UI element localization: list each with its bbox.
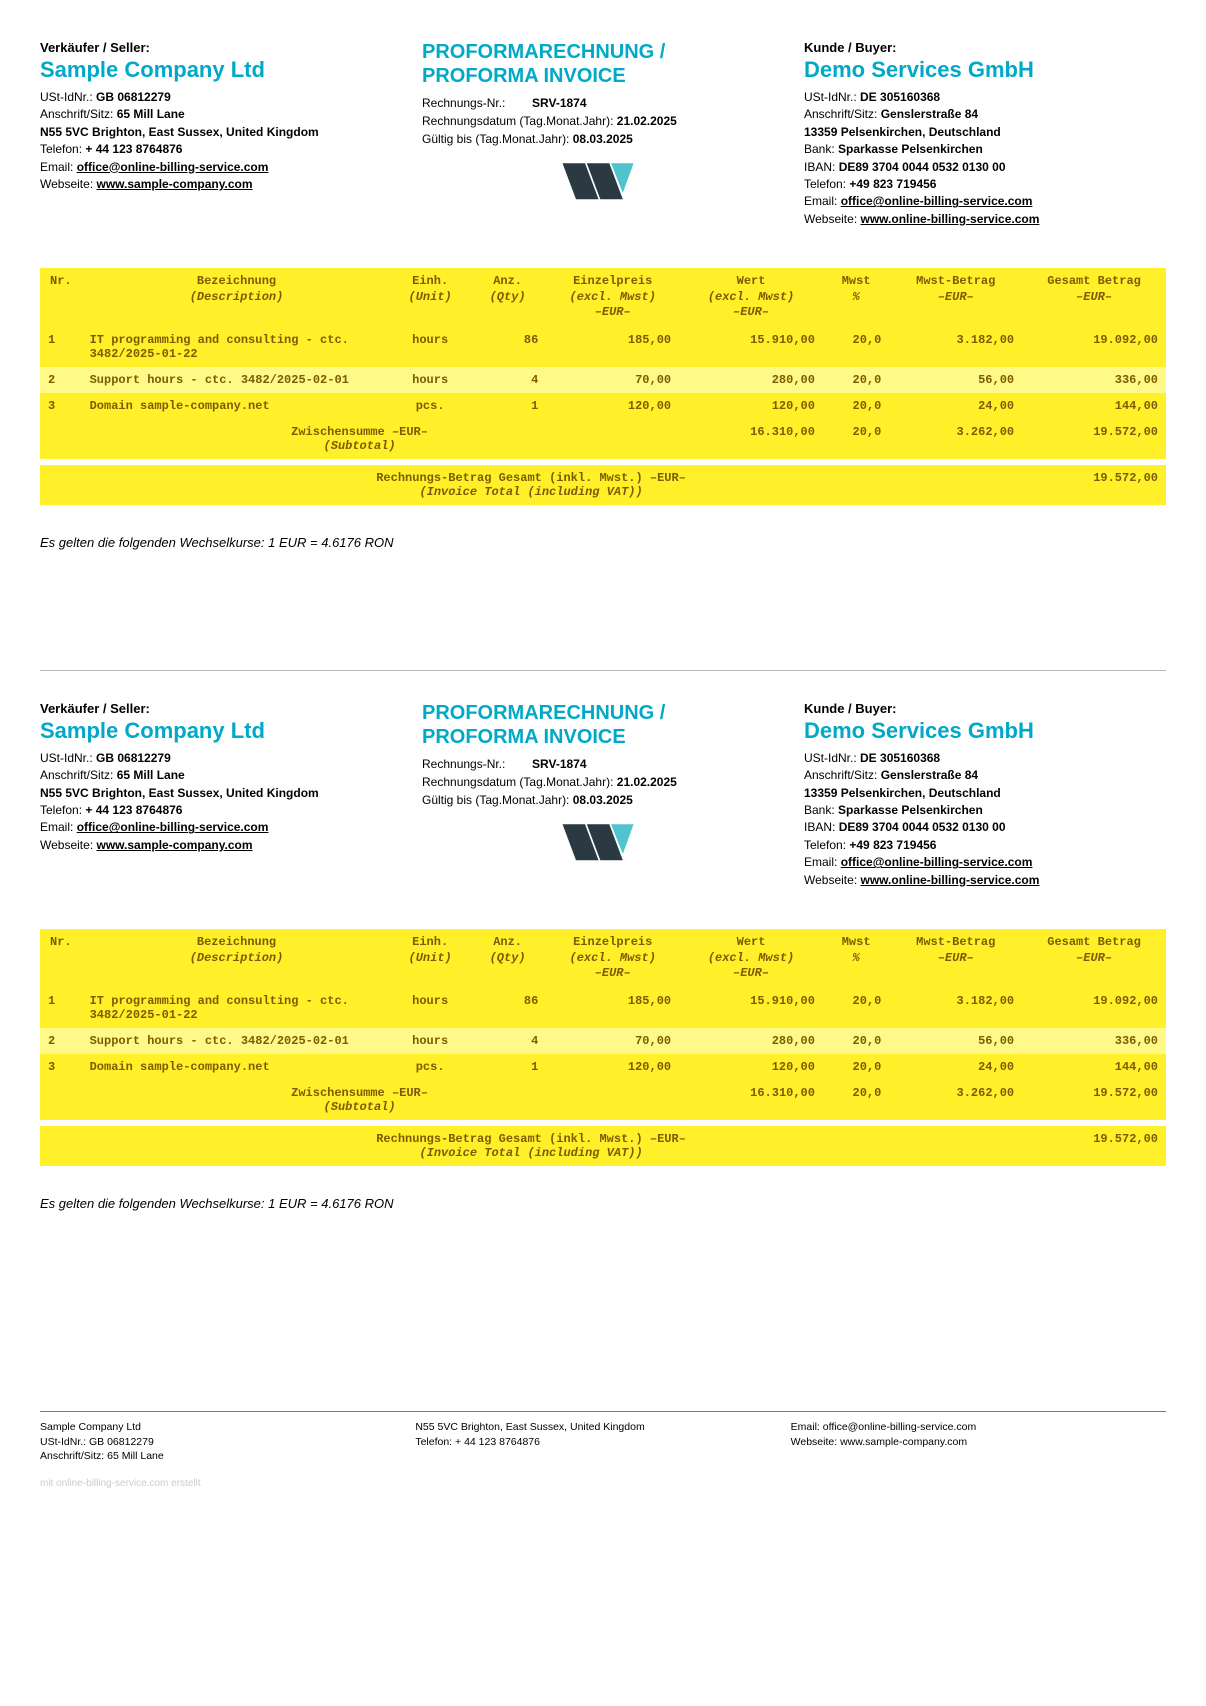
footer-text: Webseite: www.sample-company.com [791,1435,1166,1450]
seller-name: Sample Company Ltd [40,57,402,83]
footer-text: USt-IdNr.: GB 06812279 [40,1435,415,1450]
table-row: 1 IT programming and consulting - ctc. 3… [40,988,1166,1028]
logo-icon [422,158,784,221]
doc-meta-block: PROFORMARECHNUNG /PROFORMA INVOICE Rechn… [422,40,784,228]
subtotal-row: Zwischensumme –EUR–(Subtotal) 16.310,00 … [40,1080,1166,1120]
footer-separator [40,1411,1166,1412]
exchange-rate-note: Es gelten die folgenden Wechselkurse: 1 … [40,535,1166,550]
table-row: 2 Support hours - ctc. 3482/2025-02-01 h… [40,367,1166,393]
table-row: 3 Domain sample-company.net pcs. 1 120,0… [40,1054,1166,1080]
seller-label: Verkäufer / Seller: [40,701,402,716]
footer-text: N55 5VC Brighton, East Sussex, United Ki… [415,1420,790,1435]
table-row: 1 IT programming and consulting - ctc. 3… [40,327,1166,367]
footer-text: Anschrift/Sitz: 65 Mill Lane [40,1449,415,1464]
footer-text: Telefon: + 44 123 8764876 [415,1435,790,1450]
line-items-table: Nr. Bezeichnung(Description) Einh.(Unit)… [40,268,1166,505]
buyer-block: Kunde / Buyer: Demo Services GmbH USt-Id… [804,40,1166,228]
seller-block: Verkäufer / Seller: Sample Company Ltd U… [40,701,402,889]
table-row: 3 Domain sample-company.net pcs. 1 120,0… [40,393,1166,419]
seller-block: Verkäufer / Seller: Sample Company Ltd U… [40,40,402,228]
doc-title: PROFORMARECHNUNG /PROFORMA INVOICE [422,701,784,749]
invoice: Verkäufer / Seller: Sample Company Ltd U… [40,40,1166,550]
footer-text: Sample Company Ltd [40,1420,415,1435]
credit-line: mit online-billing-service.com erstellt [40,1478,1166,1489]
grandtotal-row: Rechnungs-Betrag Gesamt (inkl. Mwst.) –E… [40,465,1166,505]
seller-label: Verkäufer / Seller: [40,40,402,55]
buyer-block: Kunde / Buyer: Demo Services GmbH USt-Id… [804,701,1166,889]
exchange-rate-note: Es gelten die folgenden Wechselkurse: 1 … [40,1196,1166,1211]
buyer-name: Demo Services GmbH [804,57,1166,83]
doc-title: PROFORMARECHNUNG /PROFORMA INVOICE [422,40,784,88]
footer-text: Email: office@online-billing-service.com [791,1420,1166,1435]
page-footer: Sample Company Ltd USt-IdNr.: GB 0681227… [40,1420,1166,1464]
buyer-label: Kunde / Buyer: [804,40,1166,55]
invoice: Verkäufer / Seller: Sample Company Ltd U… [40,701,1166,1211]
grandtotal-row: Rechnungs-Betrag Gesamt (inkl. Mwst.) –E… [40,1126,1166,1166]
table-row: 2 Support hours - ctc. 3482/2025-02-01 h… [40,1028,1166,1054]
logo-icon [422,819,784,882]
subtotal-row: Zwischensumme –EUR–(Subtotal) 16.310,00 … [40,419,1166,459]
page-separator [40,670,1166,671]
buyer-label: Kunde / Buyer: [804,701,1166,716]
doc-meta-block: PROFORMARECHNUNG /PROFORMA INVOICE Rechn… [422,701,784,889]
buyer-name: Demo Services GmbH [804,718,1166,744]
seller-name: Sample Company Ltd [40,718,402,744]
line-items-table: Nr. Bezeichnung(Description) Einh.(Unit)… [40,929,1166,1166]
